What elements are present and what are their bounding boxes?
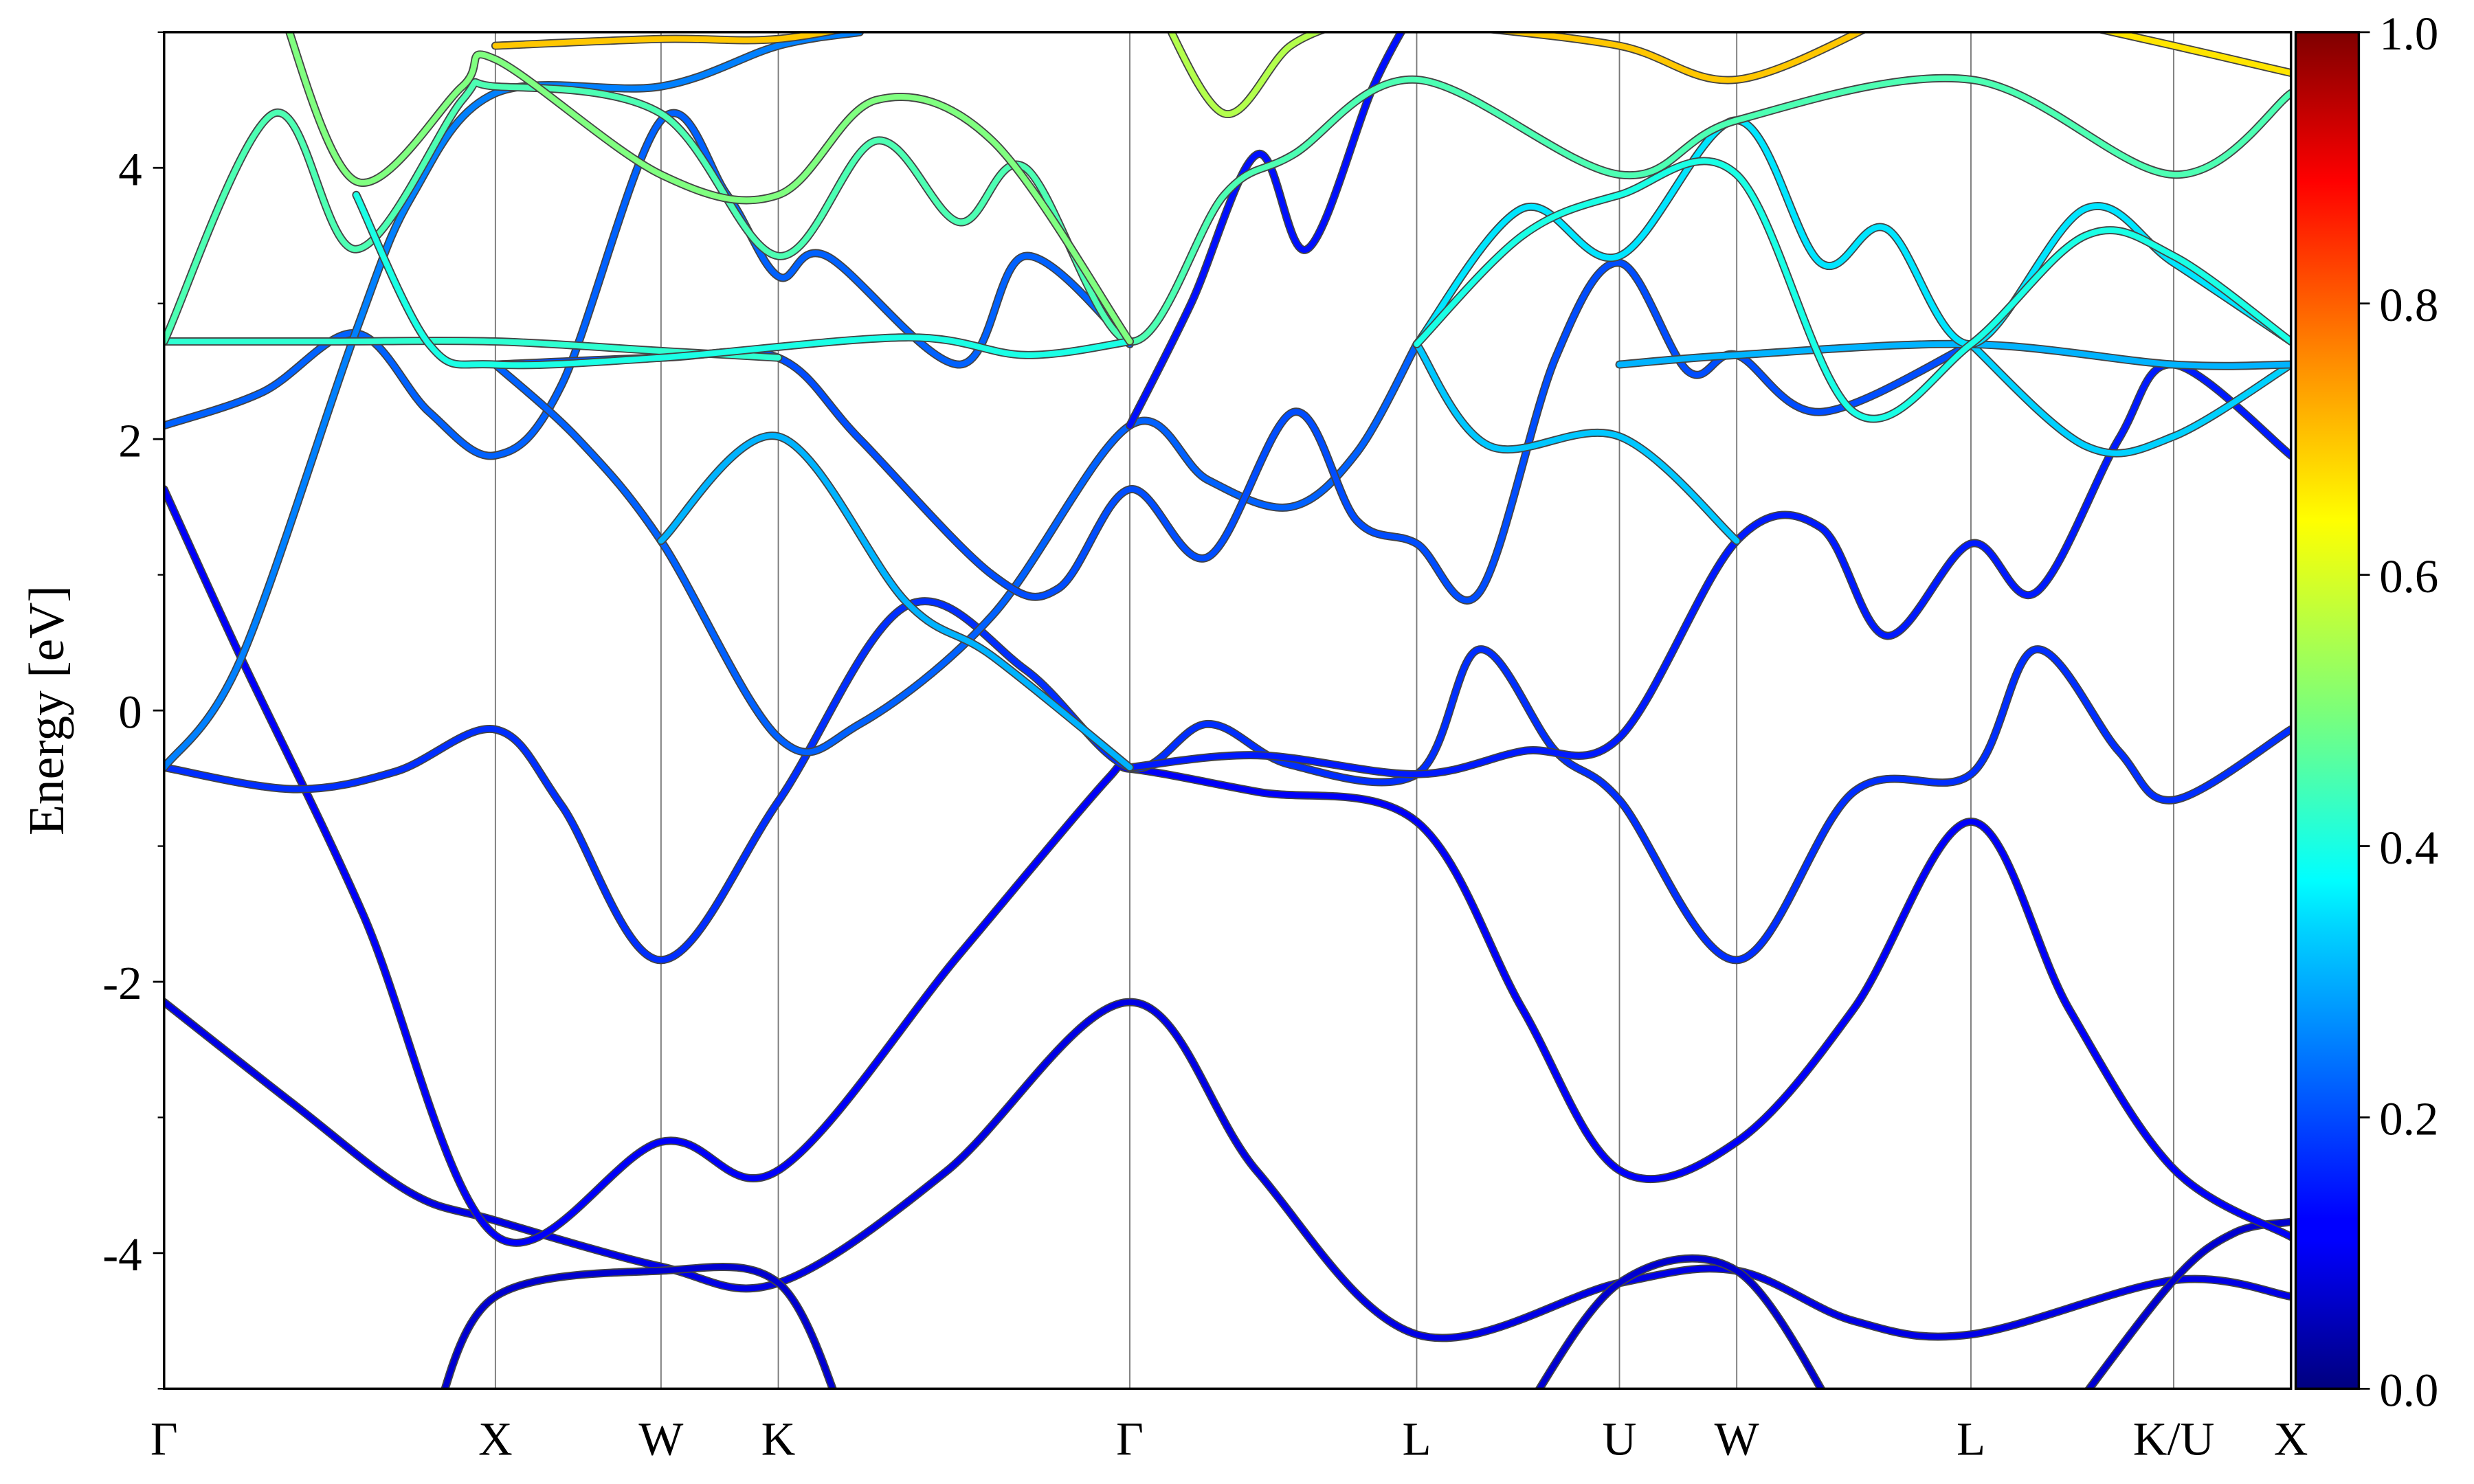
band-line-11	[658, 433, 1133, 771]
band-outline	[1126, 360, 2291, 778]
band-line-21	[1414, 158, 2291, 422]
colorbar-tick-label: 0.6	[2379, 550, 2438, 603]
colorbar-tick-label: 0.8	[2379, 279, 2438, 331]
colorbar-tick-label: 0.4	[2379, 822, 2438, 874]
band-outline	[164, 32, 865, 772]
band-line-20	[286, 32, 1133, 345]
y-axis-label: Energy [eV]	[19, 585, 74, 835]
x-tick-label: U	[1603, 1413, 1637, 1465]
y-axis: -4 -2 0 2 4	[102, 31, 164, 1390]
band-outline	[656, 431, 1134, 772]
x-tick-label: W	[638, 1413, 683, 1465]
y-tick-label: -2	[102, 957, 142, 1009]
band-line-4	[164, 486, 2291, 1246]
band-line-6	[1126, 361, 2291, 778]
plot-frame	[163, 31, 2293, 1391]
x-tick-label: W	[1715, 1413, 1759, 1465]
band-line-3	[2086, 1219, 2291, 1389]
band-line-5	[164, 598, 2291, 963]
x-tick-label: K	[761, 1413, 796, 1465]
band-line-19	[353, 192, 1133, 368]
x-tick-label: L	[1402, 1413, 1431, 1465]
band-line-14	[1968, 341, 2291, 456]
x-axis: Γ X W K Γ L U W L K/U X	[151, 1413, 2308, 1465]
x-tick-label: K/U	[2133, 1413, 2215, 1465]
band-line-25	[1168, 32, 1325, 117]
colorbar	[2294, 31, 2361, 1391]
band-line-1	[442, 1263, 836, 1389]
x-tick-label: X	[478, 1413, 513, 1465]
band-outline	[164, 597, 2291, 965]
band-outline	[164, 998, 2291, 1342]
band-line-7	[164, 110, 1133, 459]
band-line-24	[2100, 32, 2291, 76]
band-outline	[1412, 116, 2291, 348]
band-line-2	[1536, 1255, 1825, 1389]
band-line-22	[492, 32, 840, 49]
band-outline	[491, 258, 1975, 605]
colorbar-tick-label: 0.2	[2379, 1093, 2438, 1145]
colorbar-ticks: 0.0 0.2 0.4 0.6 0.8 1.0	[2359, 8, 2438, 1417]
band-line-8	[164, 32, 863, 771]
band-line-16	[1414, 117, 2291, 348]
y-tick-label: 0	[118, 686, 142, 738]
colorbar-tick-label: 0.0	[2379, 1364, 2438, 1417]
band-line-18	[164, 75, 2291, 345]
y-tick-label: 2	[118, 414, 142, 466]
band-line-9	[492, 341, 1420, 755]
band-line-10	[492, 260, 1974, 603]
band-line-0	[164, 999, 2291, 1341]
colorbar-tick-label: 1.0	[2379, 8, 2438, 60]
band-outline	[491, 340, 1421, 756]
x-tick-label: X	[2274, 1413, 2308, 1465]
x-tick-label: Γ	[1116, 1413, 1144, 1465]
band-line-13	[1414, 341, 1740, 544]
y-tick-label: -4	[102, 1228, 142, 1281]
y-tick-label: 4	[118, 144, 142, 196]
x-tick-label: L	[1957, 1413, 1985, 1465]
x-tick-label: Γ	[151, 1413, 178, 1465]
bands	[164, 32, 2291, 1389]
band-outline	[2084, 1217, 2291, 1389]
band-line-23	[1492, 32, 1865, 83]
